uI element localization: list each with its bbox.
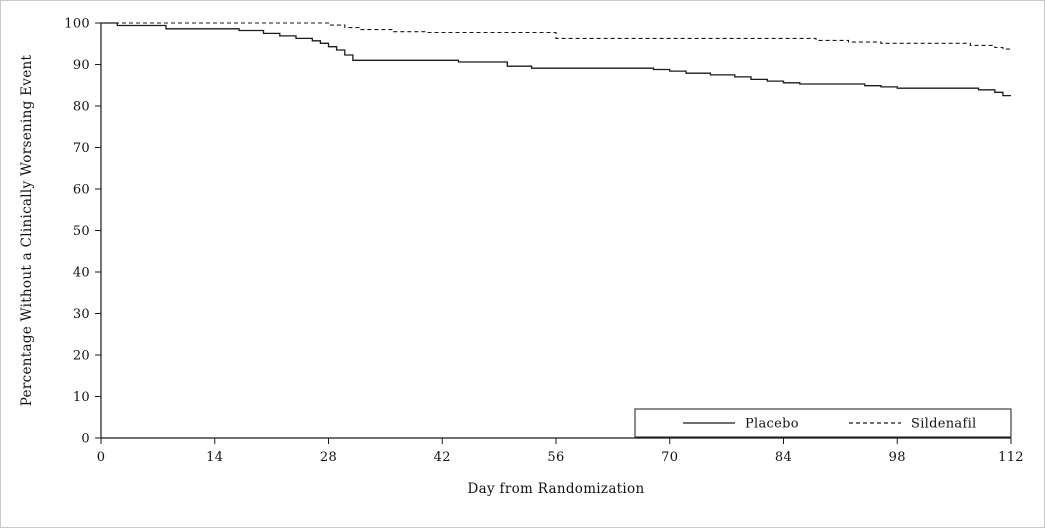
y-tick-label: 50 [73,224,90,239]
y-tick-label: 10 [73,390,90,405]
y-tick-label: 80 [73,100,90,115]
x-tick-label: 42 [434,450,451,465]
x-tick-label: 112 [998,450,1024,465]
x-tick-label: 56 [547,450,564,465]
x-tick-label: 84 [775,450,792,465]
y-tick-label: 20 [73,349,90,364]
series-line-placebo [101,22,1011,97]
legend-label-placebo: Placebo [745,417,799,432]
x-tick-label: 0 [97,450,106,465]
x-tick-label: 14 [206,450,223,465]
x-tick-label: 98 [889,450,906,465]
y-tick-label: 100 [64,17,90,32]
y-tick-label: 70 [73,141,90,156]
x-tick-label: 70 [661,450,678,465]
y-tick-label: 60 [73,183,90,198]
x-tick-label: 28 [320,450,337,465]
x-axis-title: Day from Randomization [468,481,645,497]
y-tick-label: 0 [81,432,90,447]
series-line-sildenafil [101,22,1011,50]
y-axis-title: Percentage Without a Clinically Worsenin… [19,55,35,407]
y-tick-label: 40 [73,266,90,281]
y-tick-label: 30 [73,307,90,322]
y-tick-label: 90 [73,58,90,73]
legend-label-sildenafil: Sildenafil [911,417,977,432]
